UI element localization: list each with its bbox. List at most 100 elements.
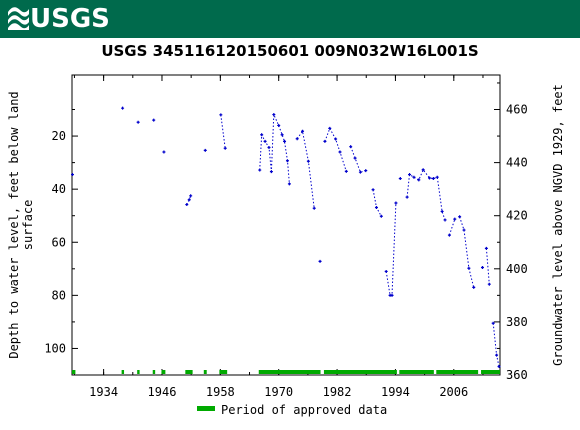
- data-point: [374, 205, 378, 209]
- y-right-tick-label: 460: [506, 103, 528, 117]
- data-point: [334, 137, 338, 141]
- data-point: [472, 285, 476, 289]
- axes: 1934 1946 1958 1970 1982 1994 2006 20 40 60 80 100 3…: [44, 75, 528, 399]
- x-tick-label: 1970: [264, 385, 293, 399]
- data-point: [223, 146, 227, 150]
- data-point: [295, 137, 299, 141]
- y-left-tick-label: 60: [52, 235, 66, 249]
- approved-period-bar: [185, 370, 193, 374]
- data-point: [421, 168, 425, 172]
- data-point: [467, 266, 471, 270]
- data-point: [280, 133, 284, 137]
- data-point: [427, 176, 431, 180]
- data-point: [487, 282, 491, 286]
- x-tick-label: 1946: [148, 385, 177, 399]
- approved-period-bar: [436, 370, 479, 374]
- data-point: [431, 177, 435, 181]
- plot-border: [71, 74, 501, 376]
- data-point: [398, 177, 402, 181]
- data-point: [121, 106, 125, 110]
- approved-period-bar: [219, 370, 228, 374]
- y-right-tick-label: 440: [506, 156, 528, 170]
- data-point: [353, 156, 357, 160]
- data-point: [394, 201, 398, 205]
- data-point: [390, 293, 394, 297]
- data-line-segment: [406, 168, 446, 221]
- data-point: [495, 353, 499, 357]
- data-point: [152, 118, 156, 122]
- data-point: [453, 217, 457, 221]
- data-point: [70, 173, 74, 177]
- data-point: [318, 259, 322, 263]
- legend-label: Period of approved data: [221, 403, 387, 417]
- approved-period-bar: [72, 370, 76, 374]
- data-point: [440, 209, 444, 213]
- data-point: [480, 265, 484, 269]
- data-point: [328, 126, 332, 130]
- data-point: [162, 150, 166, 154]
- x-tick-label: 1982: [323, 385, 352, 399]
- data-line-segment: [485, 248, 490, 285]
- y-axis-right-label: Groundwater level above NGVD 1929, feet: [551, 84, 565, 366]
- data-point: [435, 175, 439, 179]
- approved-period-bar: [152, 370, 156, 374]
- data-point: [443, 218, 447, 222]
- approved-period-bar: [258, 370, 321, 374]
- data-point: [219, 113, 223, 117]
- approved-period-bar: [121, 370, 125, 374]
- data-point: [447, 233, 451, 237]
- y-left-tick-label: 80: [52, 288, 66, 302]
- y-left-tick-label: 100: [44, 341, 66, 355]
- data-point: [323, 139, 327, 143]
- x-tick-label: 1994: [381, 385, 410, 399]
- y-right-tick-label: 380: [506, 315, 528, 329]
- data-point: [384, 269, 388, 273]
- y-left-tick-label: 20: [52, 129, 66, 143]
- data-point: [462, 228, 466, 232]
- y-axis-left-label-line-2: surface: [21, 200, 35, 251]
- data-point: [306, 159, 310, 163]
- data-point: [358, 170, 362, 174]
- usgs-logo-icon: [8, 7, 29, 30]
- y-right-tick-label: 420: [506, 209, 528, 223]
- data-point: [379, 214, 383, 218]
- y-right-tick-label: 360: [506, 368, 528, 382]
- data-point: [272, 113, 276, 117]
- data-line-segment: [448, 219, 456, 236]
- data-line-segment: [220, 114, 226, 149]
- data-point: [344, 169, 348, 173]
- data-point: [408, 173, 412, 177]
- approved-period-bar: [137, 370, 140, 374]
- data-point: [203, 148, 207, 152]
- data-point: [263, 139, 267, 143]
- data-point: [338, 150, 342, 154]
- data-point: [189, 194, 193, 198]
- legend-swatch: [197, 406, 215, 411]
- data-point: [405, 195, 409, 199]
- data-point: [417, 178, 421, 182]
- data-point: [349, 145, 353, 149]
- approved-period-bar: [203, 370, 207, 374]
- chart-title: USGS 345116120150601 009N032W16L001S: [101, 42, 479, 60]
- data-point: [484, 246, 488, 250]
- approved-period-bar: [481, 370, 500, 374]
- data-point: [260, 133, 264, 137]
- approved-period-bar: [399, 370, 434, 374]
- approved-period-bar: [323, 370, 397, 374]
- data-point: [312, 206, 316, 210]
- data-line-segment: [296, 130, 315, 209]
- approved-period-bars: [72, 370, 500, 374]
- data-point: [187, 198, 191, 202]
- x-tick-label: 1958: [206, 385, 235, 399]
- y-right-tick-label: 400: [506, 262, 528, 276]
- data-point: [287, 182, 291, 186]
- data-point: [277, 123, 281, 127]
- x-tick-label: 2006: [439, 385, 468, 399]
- approved-period-bar: [161, 370, 166, 374]
- data-point: [267, 145, 271, 149]
- data-point: [269, 170, 273, 174]
- usgs-logo-text: USGS: [30, 4, 110, 34]
- data-point: [301, 129, 305, 133]
